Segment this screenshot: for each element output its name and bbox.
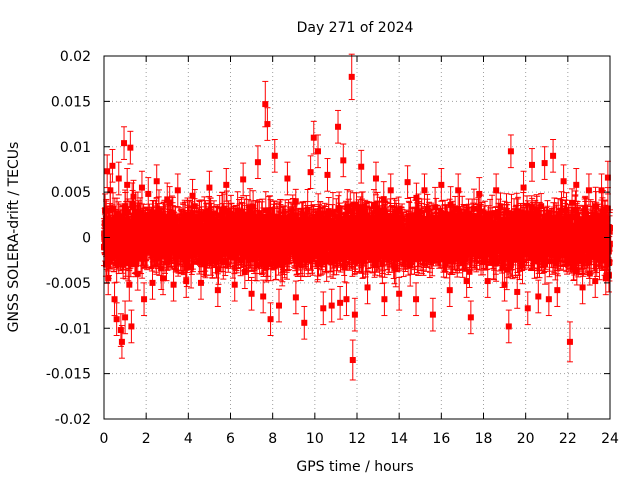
chart: 0 2 4 6 8 10 12 14 16 18 20 22 24 0.020.0150.010.005… xyxy=(6,20,619,475)
